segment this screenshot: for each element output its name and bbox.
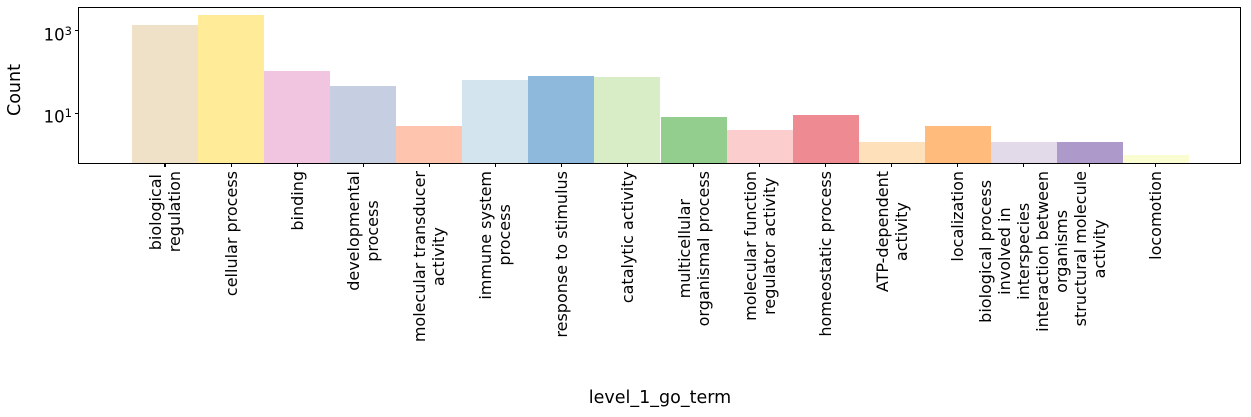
y-tick-base: 10 <box>43 107 65 127</box>
x-tick-label: homeostatic process <box>816 171 836 337</box>
x-tick-label: catalytic activity <box>618 171 637 304</box>
x-tick-label: developmental process <box>344 171 383 291</box>
x-tick-label: biological process involved in interspec… <box>976 171 1072 332</box>
bar <box>132 24 199 164</box>
x-tick <box>494 163 496 168</box>
x-tick-label: immune system process <box>476 171 515 300</box>
x-tick-label: ATP-dependent activity <box>872 171 911 293</box>
x-tick <box>692 163 695 168</box>
y-tick <box>74 30 79 32</box>
bar <box>1122 154 1189 164</box>
x-tick <box>230 163 232 168</box>
bar <box>924 125 991 164</box>
bar <box>990 142 1057 164</box>
bar <box>1056 142 1123 164</box>
x-tick-label: multicellular organismal process <box>674 171 713 327</box>
bar <box>264 71 331 164</box>
x-tick <box>1155 163 1157 168</box>
x-tick <box>164 163 166 168</box>
x-tick <box>891 163 893 168</box>
x-tick <box>428 163 430 168</box>
bar <box>198 15 265 164</box>
y-tick-label: 103 <box>26 21 72 46</box>
bar <box>660 117 727 164</box>
x-tick <box>957 163 959 168</box>
bar <box>330 86 397 164</box>
x-tick <box>560 163 562 168</box>
y-axis-label: Count <box>5 64 25 116</box>
x-tick <box>296 163 298 168</box>
x-tick-label: binding <box>287 171 307 231</box>
x-tick-label: molecular transducer activity <box>410 171 449 343</box>
x-tick-label: structural molecule activity <box>1070 171 1109 327</box>
x-tick-label: molecular function regulator activity <box>740 171 779 321</box>
bar <box>594 76 661 164</box>
x-tick <box>362 163 364 168</box>
x-tick-label: locomotion <box>1146 171 1166 260</box>
bar <box>858 142 925 164</box>
x-tick-label: cellular process <box>221 171 241 297</box>
x-tick <box>1023 163 1025 168</box>
y-tick-base: 10 <box>43 25 65 45</box>
x-tick <box>626 163 629 168</box>
x-tick <box>825 163 827 168</box>
bar <box>462 79 529 164</box>
bar <box>396 125 463 164</box>
x-tick <box>1089 163 1091 168</box>
bar <box>528 75 595 164</box>
x-tick-label: localization <box>948 171 968 262</box>
y-tick-exponent: 1 <box>64 106 72 121</box>
bar <box>726 129 793 164</box>
x-tick-label: response to stimulus <box>551 171 571 338</box>
x-axis-label: level_1_go_term <box>588 388 732 408</box>
y-tick-label: 101 <box>26 103 72 128</box>
y-tick-exponent: 3 <box>64 23 72 38</box>
y-tick <box>74 112 79 114</box>
x-tick <box>759 163 761 168</box>
x-tick-label: biological regulation <box>146 171 184 253</box>
bar <box>792 115 859 164</box>
